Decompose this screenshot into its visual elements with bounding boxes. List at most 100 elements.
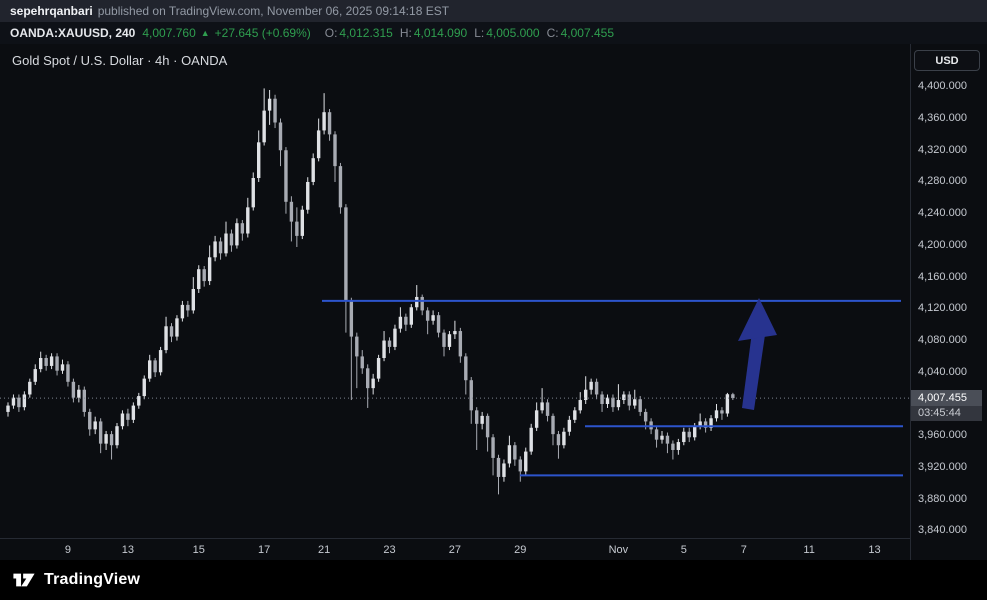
- candle-body: [529, 427, 533, 452]
- candle-body: [327, 112, 332, 135]
- candle-body: [447, 334, 452, 347]
- time-label: 17: [258, 544, 271, 556]
- candle-body: [349, 300, 354, 337]
- candlestick-chart[interactable]: [0, 44, 910, 538]
- time-label: 21: [317, 544, 331, 556]
- candle-body: [633, 399, 637, 406]
- candle-body: [169, 326, 174, 337]
- price-tick: 4,040.000: [918, 365, 967, 378]
- candle-body: [49, 356, 54, 366]
- high-label: H:: [399, 26, 412, 40]
- time-axis[interactable]: 9 13 15 17 21 23 27 29 Nov 5 7 11 13: [0, 538, 910, 560]
- time-label: 13: [868, 544, 881, 556]
- candle-body: [295, 221, 299, 236]
- low-label: L:: [474, 26, 485, 40]
- candle-body: [393, 328, 397, 347]
- candle-body: [627, 394, 631, 406]
- candle-body: [562, 431, 566, 446]
- candle-body: [202, 269, 206, 282]
- candle-body: [496, 457, 501, 477]
- time-label: 29: [514, 544, 527, 556]
- candle-body: [66, 364, 70, 382]
- price-axis[interactable]: USD 4,007.455 03:45:44 4,400.000 4,360.00…: [910, 44, 987, 560]
- candle-body: [616, 400, 621, 408]
- close-value: 4,007.455: [560, 26, 614, 40]
- candle-body: [322, 112, 326, 131]
- price-tick: 3,880.000: [918, 492, 967, 505]
- candle-body: [382, 340, 386, 359]
- candle-body: [11, 397, 16, 406]
- candle-body: [306, 181, 310, 210]
- candle-body: [88, 411, 92, 430]
- candle-body: [480, 415, 484, 424]
- candle-body: [458, 331, 463, 357]
- candle-body: [333, 134, 337, 167]
- candle-body: [654, 429, 659, 440]
- candle-body: [594, 381, 599, 395]
- candle-body: [360, 356, 364, 369]
- time-label: 9: [64, 544, 71, 556]
- candle-body: [540, 402, 544, 411]
- price-tick: 4,200.000: [918, 238, 967, 251]
- price-tick: 4,160.000: [918, 270, 967, 283]
- candle-body: [186, 304, 190, 311]
- time-label: 7: [740, 544, 747, 556]
- candle-body: [415, 296, 419, 308]
- candle-body: [366, 368, 370, 389]
- candle-body: [518, 459, 522, 472]
- candle-body: [278, 122, 283, 151]
- candle-body: [344, 207, 348, 301]
- candle-body: [431, 315, 435, 321]
- candle-body: [207, 257, 212, 282]
- footer: TradingView: [0, 560, 987, 600]
- price-tick: 3,920.000: [918, 460, 967, 473]
- time-label: 27: [448, 544, 462, 556]
- up-arrow-head[interactable]: [738, 298, 777, 341]
- candle-body: [240, 223, 245, 234]
- candle-body: [98, 421, 103, 444]
- candle-body: [475, 410, 479, 424]
- candle-body: [311, 158, 315, 182]
- candle-body: [469, 380, 473, 411]
- candle-body: [507, 445, 512, 464]
- candle-body: [71, 381, 76, 398]
- time-label: 15: [192, 544, 205, 556]
- candle-body: [131, 405, 136, 420]
- candle-body: [545, 402, 550, 416]
- close-label: C:: [546, 26, 559, 40]
- candle-body: [556, 434, 561, 446]
- candle-body: [289, 201, 294, 222]
- price-tick: 4,400.000: [918, 80, 967, 93]
- candle-body: [115, 426, 119, 446]
- tradingview-logo-icon: [13, 573, 35, 587]
- candle-body: [273, 98, 277, 123]
- candle-body: [28, 381, 32, 395]
- candle-body: [164, 326, 168, 351]
- candle-body: [300, 209, 304, 236]
- candle-body: [235, 223, 239, 246]
- currency-button[interactable]: USD: [914, 50, 980, 71]
- candle-body: [622, 394, 626, 401]
- candle-body: [355, 336, 359, 357]
- candle-body: [703, 421, 708, 428]
- time-label: 5: [680, 544, 687, 556]
- candle-body: [180, 304, 185, 319]
- current-price-badge: 4,007.455 03:45:44: [911, 390, 982, 422]
- candle-body: [584, 389, 588, 401]
- candle-body: [420, 296, 424, 311]
- candle-body: [698, 421, 702, 427]
- candle-body: [643, 411, 648, 422]
- price-tick: 4,240.000: [918, 207, 967, 220]
- symbol-name: OANDA:XAUUSD, 240: [10, 26, 136, 40]
- tradingview-logo[interactable]: TradingView: [12, 571, 140, 589]
- open-label: O:: [324, 26, 338, 40]
- candle-body: [142, 378, 146, 397]
- time-label: 13: [121, 544, 135, 556]
- candle-body: [229, 233, 234, 246]
- candle-body: [109, 434, 114, 446]
- candle-body: [338, 166, 343, 208]
- chart-area[interactable]: Gold Spot / U.S. Dollar · 4h · OANDA USD…: [0, 44, 987, 560]
- candle-body: [22, 394, 27, 408]
- up-arrow-shaft[interactable]: [742, 332, 765, 410]
- candle-body: [671, 443, 675, 450]
